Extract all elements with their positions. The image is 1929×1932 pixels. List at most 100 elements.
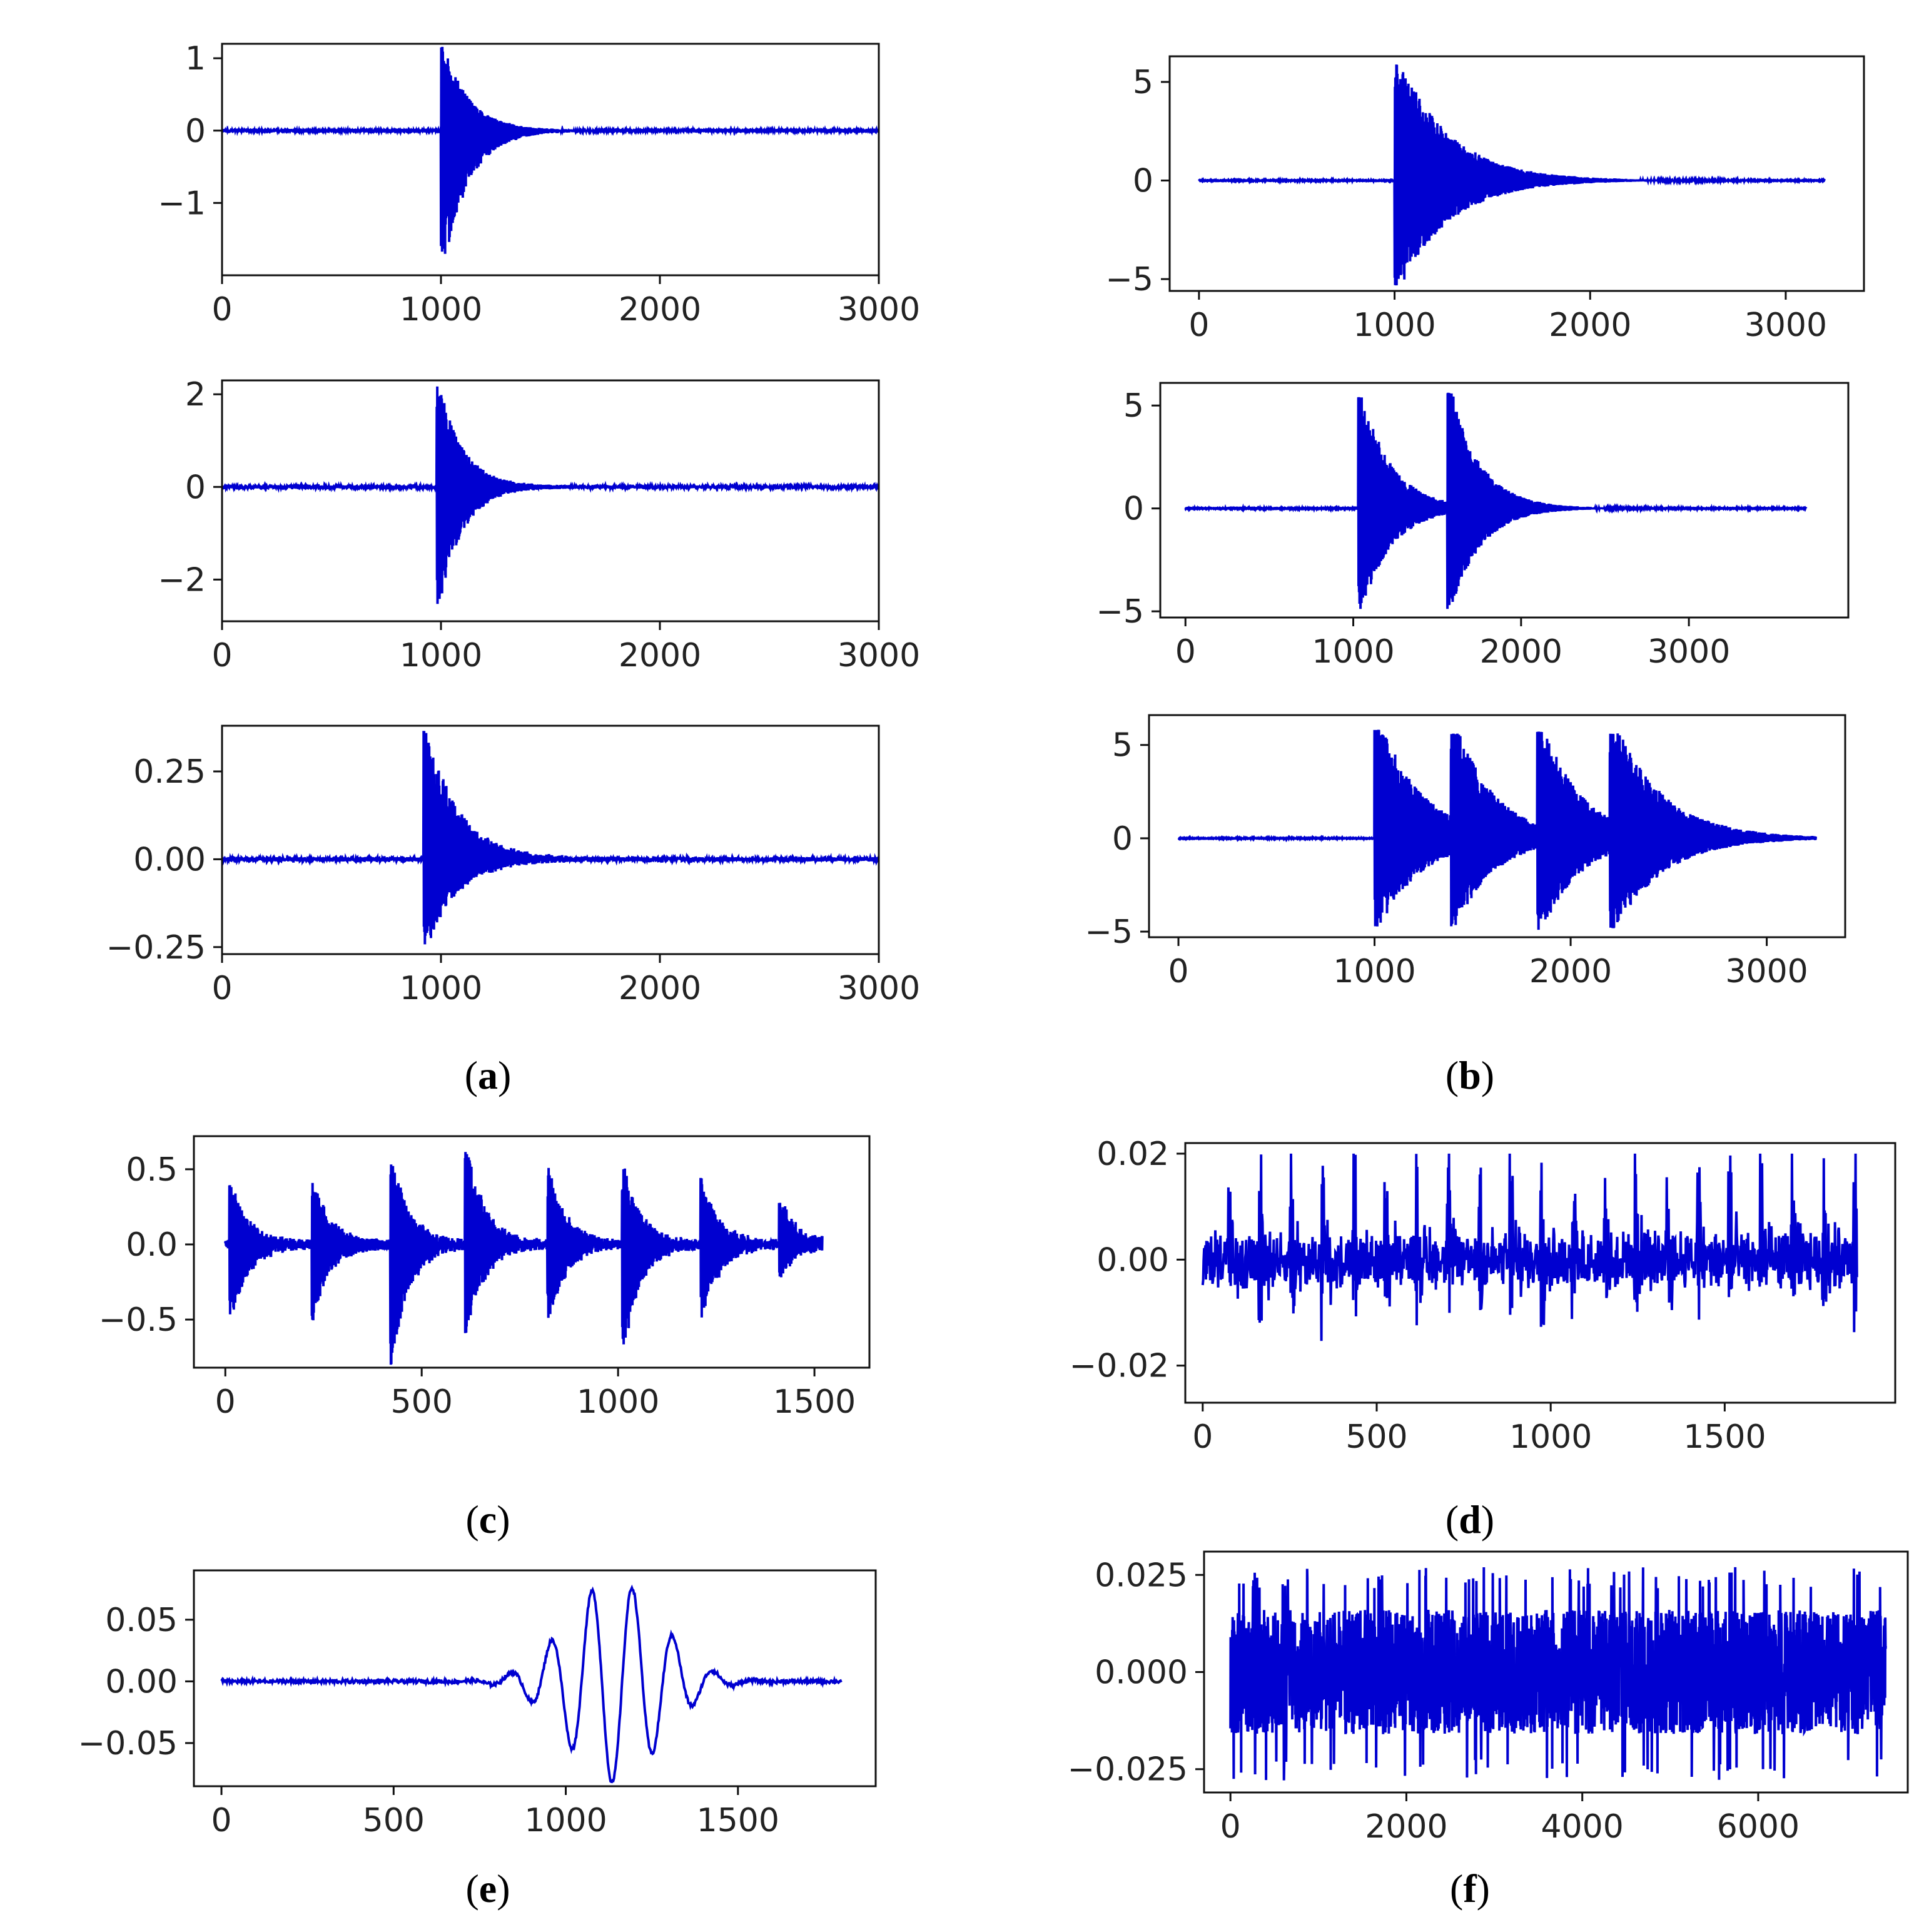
y-tick-label: 2	[185, 376, 206, 414]
x-tick-label: 0	[1192, 1418, 1213, 1456]
x-tick-label: 1000	[1333, 953, 1415, 990]
chart-a-1: 0 1000 2000 3000 1 0 −1	[158, 40, 920, 328]
y-tick-label: −2	[158, 561, 206, 599]
x-tick-label: 3000	[838, 637, 920, 674]
y-tick-label: 0.025	[1095, 1557, 1188, 1594]
x-tick-label: 0	[211, 291, 232, 328]
x-tick-label: 1000	[1312, 633, 1394, 671]
series-line	[222, 46, 879, 254]
chart-b-2: 0 1000 2000 3000 5 0 −5	[1096, 382, 1850, 671]
chart-b-3: 0 1000 2000 3000 5 0 −5	[1085, 714, 1846, 990]
caption-f: (f)	[1450, 1866, 1490, 1911]
x-tick-label: 1000	[524, 1802, 607, 1839]
x-tick-label: 0	[215, 1383, 236, 1421]
x-tick-label: 0	[211, 637, 232, 674]
x-tick-label: 2000	[1365, 1808, 1447, 1846]
x-tick-label: 1500	[1683, 1418, 1766, 1456]
series-line	[1184, 392, 1808, 609]
y-tick-label: 5	[1112, 727, 1133, 765]
x-tick-label: 0	[1220, 1808, 1241, 1846]
caption-d: (d)	[1445, 1497, 1494, 1542]
axes-frame	[193, 1569, 877, 1787]
y-tick-label: 0.00	[133, 841, 206, 878]
x-tick-label: 3000	[1744, 307, 1827, 344]
x-tick-label: 3000	[838, 970, 920, 1007]
y-tick-label: −5	[1096, 593, 1144, 631]
axes-frame	[1184, 1142, 1896, 1404]
chart-a-2: 0 1000 2000 3000 2 0 −2	[158, 376, 920, 674]
chart-a-3: 0 1000 2000 3000 0.25 0.00 −0.25	[106, 724, 920, 1007]
y-tick-label: 0.000	[1095, 1654, 1188, 1692]
x-tick-label: 1500	[697, 1802, 779, 1839]
x-tick-label: 0	[1168, 953, 1188, 990]
x-tick-label: 3000	[838, 291, 920, 328]
x-tick-label: 2000	[1480, 633, 1562, 671]
x-tick-label: 2000	[1549, 307, 1631, 344]
caption-a: (a)	[465, 1053, 512, 1097]
y-tick-label: −5	[1085, 913, 1133, 951]
chart-panels: 0 1000 2000 3000 1 0 −1 0 1000 2000 3000 2 0 −2 0 1000 2…	[78, 40, 1909, 1846]
chart-d-1: 0 500 1000 1500 0.02 0.00 −0.02	[1070, 1136, 1896, 1456]
y-tick-label: 0	[1133, 163, 1153, 200]
x-tick-label: 0	[211, 970, 232, 1007]
chart-e-1: 0 500 1000 1500 0.05 0.00 −0.05	[78, 1569, 877, 1839]
y-tick-label: −0.025	[1068, 1751, 1188, 1789]
y-tick-label: 0	[1123, 491, 1144, 528]
x-tick-label: 1000	[577, 1383, 659, 1421]
axes-frame	[221, 43, 880, 277]
y-tick-label: 0.00	[105, 1663, 178, 1701]
x-tick-label: 2000	[1529, 953, 1612, 990]
x-tick-label: 1000	[400, 291, 482, 328]
y-tick-label: 0.05	[105, 1602, 178, 1639]
x-tick-label: 500	[391, 1383, 453, 1421]
x-tick-label: 4000	[1541, 1808, 1624, 1846]
x-tick-label: 6000	[1717, 1808, 1800, 1846]
axes-frame	[221, 379, 880, 623]
x-tick-label: 3000	[1725, 953, 1808, 990]
series-line	[1201, 1153, 1858, 1341]
y-tick-label: 0.5	[126, 1151, 178, 1189]
y-tick-label: −1	[158, 185, 206, 222]
series-line	[224, 1152, 824, 1365]
x-tick-label: 500	[1345, 1418, 1407, 1456]
y-tick-label: −0.25	[106, 929, 206, 967]
x-tick-label: 0	[211, 1802, 231, 1839]
x-tick-label: 3000	[1648, 633, 1730, 671]
y-tick-label: −0.02	[1070, 1348, 1169, 1385]
x-tick-label: 1000	[400, 637, 482, 674]
y-tick-label: 5	[1133, 64, 1153, 101]
x-tick-label: 1500	[773, 1383, 856, 1421]
y-tick-label: 0	[1112, 820, 1133, 858]
y-tick-label: 0.00	[1096, 1241, 1169, 1279]
x-tick-label: 1000	[400, 970, 482, 1007]
x-tick-label: 2000	[619, 637, 701, 674]
chart-b-1: 0 1000 2000 3000 5 0 −5	[1105, 55, 1865, 344]
axes-frame	[1159, 382, 1850, 619]
caption-e: (e)	[465, 1866, 510, 1911]
x-tick-label: 2000	[619, 291, 701, 328]
x-tick-label: 1000	[1353, 307, 1435, 344]
y-tick-label: 5	[1123, 387, 1144, 425]
x-tick-label: 0	[1175, 633, 1196, 671]
axes-frame	[1168, 55, 1865, 292]
y-tick-label: 0	[185, 469, 206, 506]
x-tick-label: 2000	[619, 970, 701, 1007]
series-line	[1198, 64, 1826, 286]
chart-f-1: 0 2000 4000 6000 0.025 0.000 −0.025	[1068, 1550, 1909, 1846]
caption-c: (c)	[465, 1497, 510, 1542]
caption-b: (b)	[1445, 1053, 1494, 1097]
series-line	[222, 731, 879, 945]
series-line	[222, 386, 879, 604]
x-tick-label: 1000	[1509, 1418, 1592, 1456]
series-line	[1177, 730, 1817, 930]
series-line	[1229, 1567, 1887, 1781]
axes-frame	[193, 1135, 871, 1369]
y-tick-label: 0.02	[1096, 1136, 1169, 1173]
y-tick-label: 0.25	[133, 753, 206, 791]
x-tick-label: 500	[363, 1802, 425, 1839]
y-tick-label: 0	[185, 113, 206, 150]
y-tick-label: 1	[185, 40, 206, 78]
x-tick-label: 0	[1188, 307, 1209, 344]
series-line	[220, 1584, 843, 1784]
